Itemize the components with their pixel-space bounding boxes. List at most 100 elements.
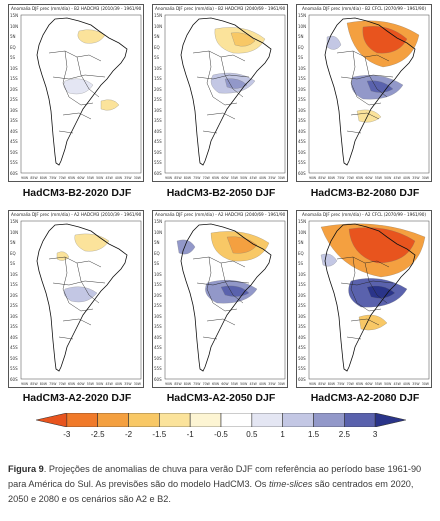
lon-tick-label: 35W (268, 176, 276, 180)
lon-tick-label: 70W (202, 382, 210, 386)
anomaly-contour (226, 236, 258, 254)
panel-label-a2-2020: HadCM3-A2-2020 DJF (22, 392, 132, 404)
anomaly-map (308, 14, 430, 174)
country-border (62, 256, 70, 304)
lat-tick-label: 5N (298, 240, 304, 246)
anomaly-contour (326, 35, 342, 50)
country-border (350, 318, 380, 326)
lon-tick-labels: 90W 85W 80W 75W 70W 65W 60W 55W 50W 45W 40W 35W 30W (309, 382, 429, 386)
lon-tick-label: 55W (374, 382, 382, 386)
lat-tick-label: 5S (10, 55, 16, 61)
lat-tick-label: 55S (154, 366, 162, 372)
lat-tick-label: 20S (154, 86, 162, 92)
country-border (212, 96, 238, 106)
anomaly-contour (224, 78, 248, 89)
country-border (52, 280, 106, 286)
lat-tick-label: 5S (10, 261, 16, 267)
lat-tick-label: 15N (298, 219, 307, 224)
country-border (206, 318, 236, 326)
colorbar-segment (189, 413, 222, 427)
lat-tick-label: 15N (154, 219, 163, 224)
lat-tick-label: 25S (10, 303, 18, 309)
lat-tick-label: 40S (154, 334, 162, 340)
colorbar-tick-label: -2.5 (90, 430, 105, 439)
lat-tick-label: 60S (154, 171, 162, 176)
anomaly-contour (100, 99, 120, 111)
lat-tick-label: EQ (10, 44, 16, 50)
country-border (212, 302, 238, 312)
lon-tick-label: 75W (193, 176, 201, 180)
lat-tick-label: 30S (154, 107, 162, 113)
lat-tick-label: 60S (298, 171, 306, 176)
lat-tick-label: 5S (154, 55, 160, 61)
lat-tick-label: 45S (10, 345, 18, 351)
country-border (356, 302, 382, 312)
colorbar-tick-label: 3 (372, 430, 378, 439)
lon-tick-label: 35W (268, 382, 276, 386)
country-border (196, 74, 250, 80)
lon-tick-label: 35W (412, 176, 420, 180)
lat-tick-label: 30S (10, 107, 18, 113)
anomaly-contour (220, 285, 250, 297)
lon-tick-label: 80W (39, 176, 47, 180)
lat-tick-label: 15S (154, 282, 162, 288)
lat-tick-label: 5N (298, 34, 304, 40)
lon-tick-label: 75W (49, 176, 57, 180)
south-america-outline (180, 17, 272, 166)
lat-tick-label: 10N (298, 229, 307, 235)
lon-tick-label: 55W (86, 176, 94, 180)
colorbar-tick-label: -3 (63, 430, 71, 439)
anomaly-contour (63, 78, 94, 95)
lon-tick-label: 30W (277, 382, 285, 386)
lat-tick-label: 5N (154, 34, 160, 40)
country-border (340, 280, 394, 286)
lon-tick-label: 50W (384, 382, 392, 386)
lat-tick-label: 5S (154, 261, 160, 267)
colorbar-segment (282, 413, 314, 427)
anomaly-contour (356, 109, 382, 123)
lon-tick-label: 65W (211, 176, 220, 180)
country-border (62, 50, 70, 98)
lat-tick-label: 35S (298, 118, 306, 124)
lat-tick-label: 45S (154, 139, 162, 145)
panel-title: Anomalia DJF prec (mm/dia) - A2 HADCM3 (… (155, 212, 285, 217)
map-panel-b2-2020: Anomalia DJF prec (mm/dia) - B2 HADCM3 (… (8, 4, 144, 182)
lon-tick-label: 60W (221, 382, 229, 386)
south-america-outline (324, 223, 416, 372)
lon-tick-label: 85W (30, 176, 38, 180)
lon-tick-label: 70W (202, 176, 210, 180)
lat-tick-label: 50S (154, 149, 162, 155)
colorbar-tick-label: -1.5 (152, 430, 167, 439)
country-border (206, 112, 236, 120)
lat-tick-label: EQ (10, 250, 16, 256)
lat-tick-label: 60S (10, 377, 18, 382)
lon-tick-label: 40W (258, 176, 267, 180)
country-border (350, 256, 358, 304)
country-border (62, 318, 92, 326)
country-border (76, 56, 100, 98)
lat-tick-label: 40S (154, 128, 162, 134)
lat-tick-label: 55S (298, 160, 306, 166)
lon-tick-label: 40W (114, 382, 123, 386)
lat-tick-label: 55S (10, 366, 18, 372)
map-panel-b2-2080: Anomalia DJF prec (mm/dia) - B2 CFCL (20… (296, 4, 432, 182)
lat-tick-label: 20S (10, 292, 18, 298)
panel-label-a2-2080: HadCM3-A2-2080 DJF (310, 392, 420, 404)
lat-tick-label: 10N (298, 23, 307, 29)
lon-tick-label: 60W (365, 382, 373, 386)
lon-tick-label: 85W (174, 382, 182, 386)
lon-tick-label: 60W (77, 382, 85, 386)
colorbar-segment (159, 413, 191, 427)
lat-tick-label: 35S (298, 324, 306, 330)
lon-tick-labels: 90W 85W 80W 75W 70W 65W 60W 55W 50W 45W 40W 35W 30W (21, 176, 141, 180)
lon-tick-label: 70W (346, 176, 354, 180)
lat-tick-label: 25S (10, 97, 18, 103)
lat-tick-label: 45S (154, 345, 162, 351)
lat-tick-label: 45S (10, 139, 18, 145)
colorbar-tick-label: -2 (124, 430, 133, 439)
lat-tick-label: 15S (154, 76, 162, 82)
map-panel-a2-2050: Anomalia DJF prec (mm/dia) - A2 HADCM3 (… (152, 210, 288, 388)
lon-tick-label: 85W (30, 382, 38, 386)
lon-tick-label: 30W (421, 176, 429, 180)
country-border (76, 262, 100, 304)
